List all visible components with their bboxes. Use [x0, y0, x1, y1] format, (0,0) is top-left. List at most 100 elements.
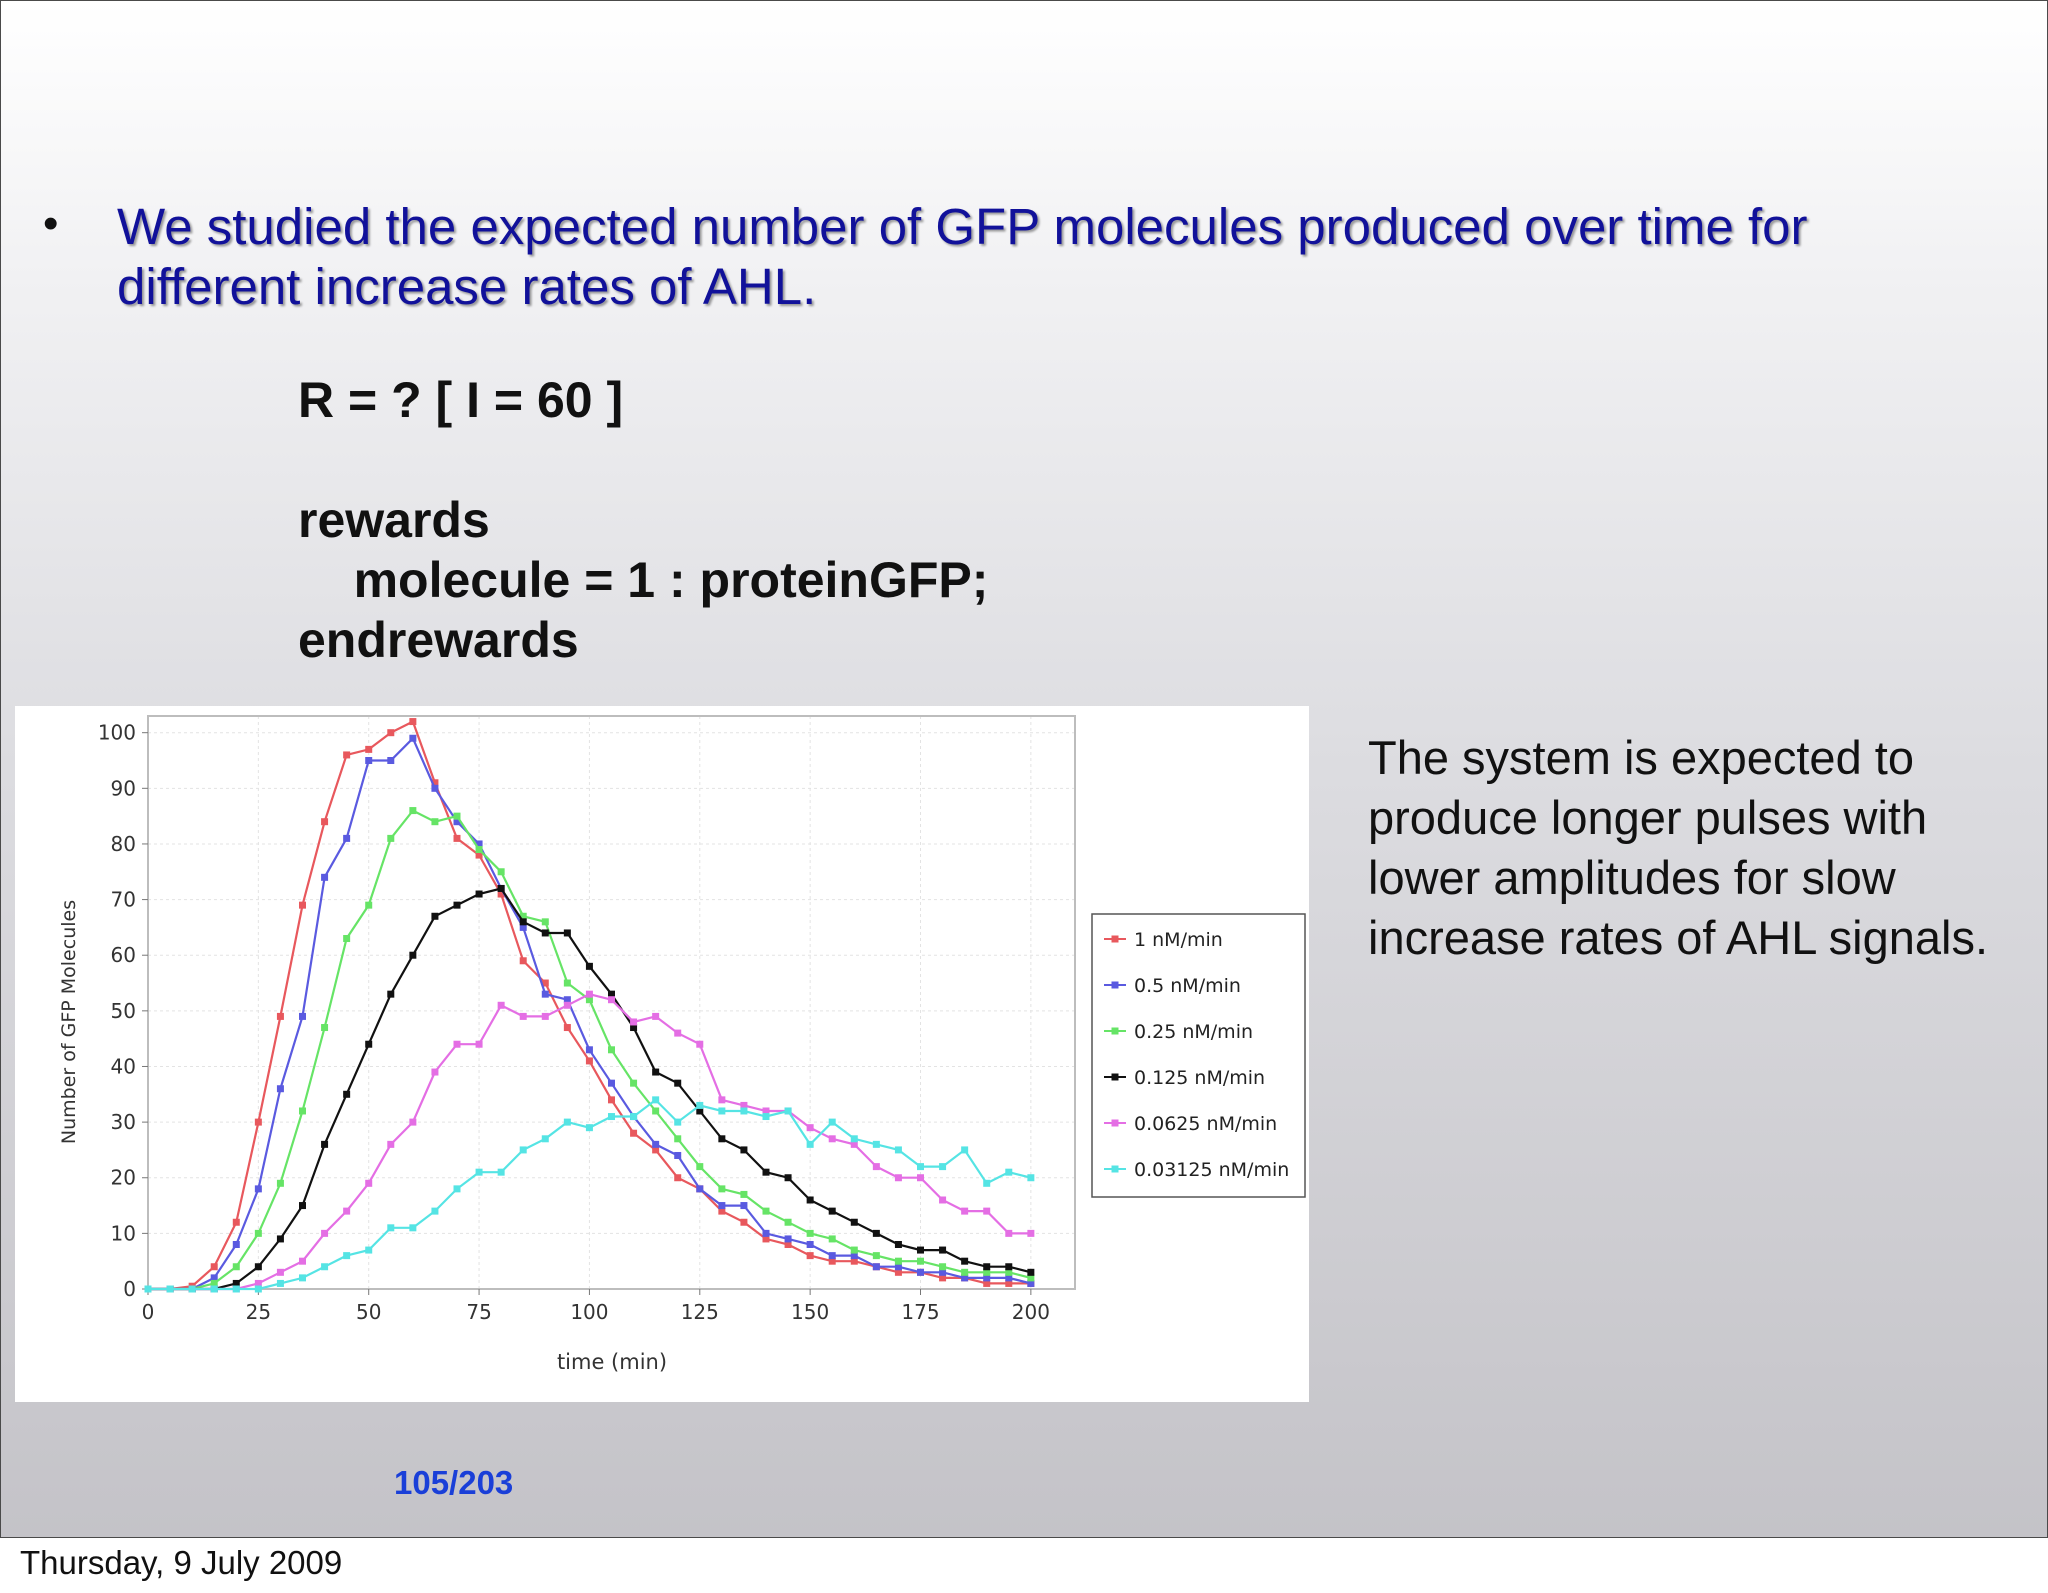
series-point	[276, 1279, 284, 1287]
series-point	[387, 729, 395, 737]
legend-label: 0.25 nM/min	[1134, 1021, 1253, 1043]
series-point	[652, 1140, 660, 1148]
series-point	[276, 1012, 284, 1020]
series-point	[718, 1202, 726, 1210]
series-point	[1027, 1274, 1035, 1282]
series-point	[431, 818, 439, 826]
y-tick-label: 50	[111, 999, 136, 1023]
series-point	[343, 935, 351, 943]
series-point	[585, 990, 593, 998]
y-tick-label: 100	[98, 721, 136, 745]
series-point	[409, 1118, 417, 1126]
series-point	[939, 1196, 947, 1204]
series-point	[630, 1129, 638, 1137]
y-tick-label: 40	[111, 1054, 136, 1078]
series-point	[343, 1090, 351, 1098]
plot-area-frame	[147, 715, 1076, 1290]
series-point	[232, 1240, 240, 1248]
series-point	[1027, 1268, 1035, 1276]
series-point	[563, 1001, 571, 1009]
series-point	[983, 1268, 991, 1276]
series-point	[299, 1107, 306, 1115]
bullet-marker: •	[43, 199, 59, 248]
series-point	[232, 1263, 240, 1271]
x-tick-label: 25	[246, 1300, 271, 1324]
series-point	[299, 1202, 306, 1210]
series-point	[1005, 1229, 1013, 1237]
chart-panel: 0 25 50 75 100 125 150 175 200 0 10 20 30 40 50 60 70 80 9…	[15, 706, 1309, 1402]
series-point	[497, 1168, 505, 1176]
series-point	[850, 1140, 858, 1148]
series-point	[453, 901, 461, 909]
series-point	[917, 1268, 924, 1276]
series-point	[409, 807, 417, 815]
series-point	[983, 1263, 991, 1271]
y-tick-label: 0	[123, 1277, 136, 1301]
series-point	[806, 1124, 814, 1132]
series-point	[917, 1257, 924, 1265]
footer-date: Thursday, 9 July 2009	[20, 1544, 343, 1581]
series-point	[608, 990, 615, 998]
series-point	[696, 1107, 704, 1115]
series-point	[894, 1174, 902, 1182]
series-point	[409, 951, 417, 959]
gfp-line-chart: 0 25 50 75 100 125 150 175 200 0 10 20 30 40 50 60 70 80 9…	[58, 715, 1306, 1374]
series-6	[144, 1096, 1035, 1293]
series-point	[762, 1168, 770, 1176]
series-point	[563, 1024, 571, 1032]
series-point	[365, 1040, 373, 1048]
series-point	[961, 1274, 969, 1282]
series-point	[585, 1057, 593, 1065]
series-point	[387, 990, 395, 998]
series-point	[497, 884, 505, 892]
series-point	[475, 1040, 483, 1048]
series-point	[740, 1146, 748, 1154]
y-tick-label: 10	[111, 1221, 136, 1245]
series-point	[872, 1229, 880, 1237]
series-point	[894, 1146, 902, 1154]
series-point	[343, 751, 351, 759]
series-point	[939, 1163, 947, 1171]
series-point	[299, 1274, 306, 1282]
series-point	[585, 1124, 593, 1132]
series-point	[894, 1268, 902, 1276]
series-point	[276, 1268, 284, 1276]
y-tick-label: 60	[111, 943, 136, 967]
series-point	[674, 1079, 682, 1087]
series-point	[872, 1263, 880, 1271]
series-point	[939, 1246, 947, 1254]
slide: • We studied the expected number of GFP …	[0, 0, 2048, 1538]
series-point	[343, 1252, 351, 1260]
series-point	[917, 1174, 924, 1182]
series-point	[254, 1285, 262, 1293]
series-point	[652, 1096, 660, 1104]
series-point	[254, 1229, 262, 1237]
series-point	[210, 1263, 218, 1271]
series-point	[563, 996, 571, 1004]
legend-swatch-marker	[1111, 1165, 1119, 1173]
series-point	[475, 846, 483, 854]
series-point	[210, 1285, 218, 1293]
series-point	[740, 1101, 748, 1109]
series-point	[299, 1257, 306, 1265]
series-point	[828, 1235, 836, 1243]
series-point	[784, 1174, 792, 1182]
series-point	[365, 757, 373, 765]
y-tick-label: 70	[111, 888, 136, 912]
series-point	[608, 1113, 615, 1121]
legend-swatch-marker	[1111, 1073, 1119, 1081]
series-point	[806, 1252, 814, 1260]
series-point	[608, 996, 615, 1004]
series-point	[828, 1257, 836, 1265]
legend-item: 0.0625 nM/min	[1104, 1113, 1277, 1135]
legend-item: 0.125 nM/min	[1104, 1067, 1265, 1089]
series-point	[983, 1279, 991, 1287]
series-point	[299, 901, 306, 909]
series-point	[453, 834, 461, 842]
code-line-endrewards: endrewards	[298, 612, 579, 668]
series-point	[917, 1163, 924, 1171]
series-point	[321, 818, 329, 826]
series-point	[276, 1085, 284, 1093]
series-point	[321, 1229, 329, 1237]
y-tick-label: 30	[111, 1110, 136, 1134]
